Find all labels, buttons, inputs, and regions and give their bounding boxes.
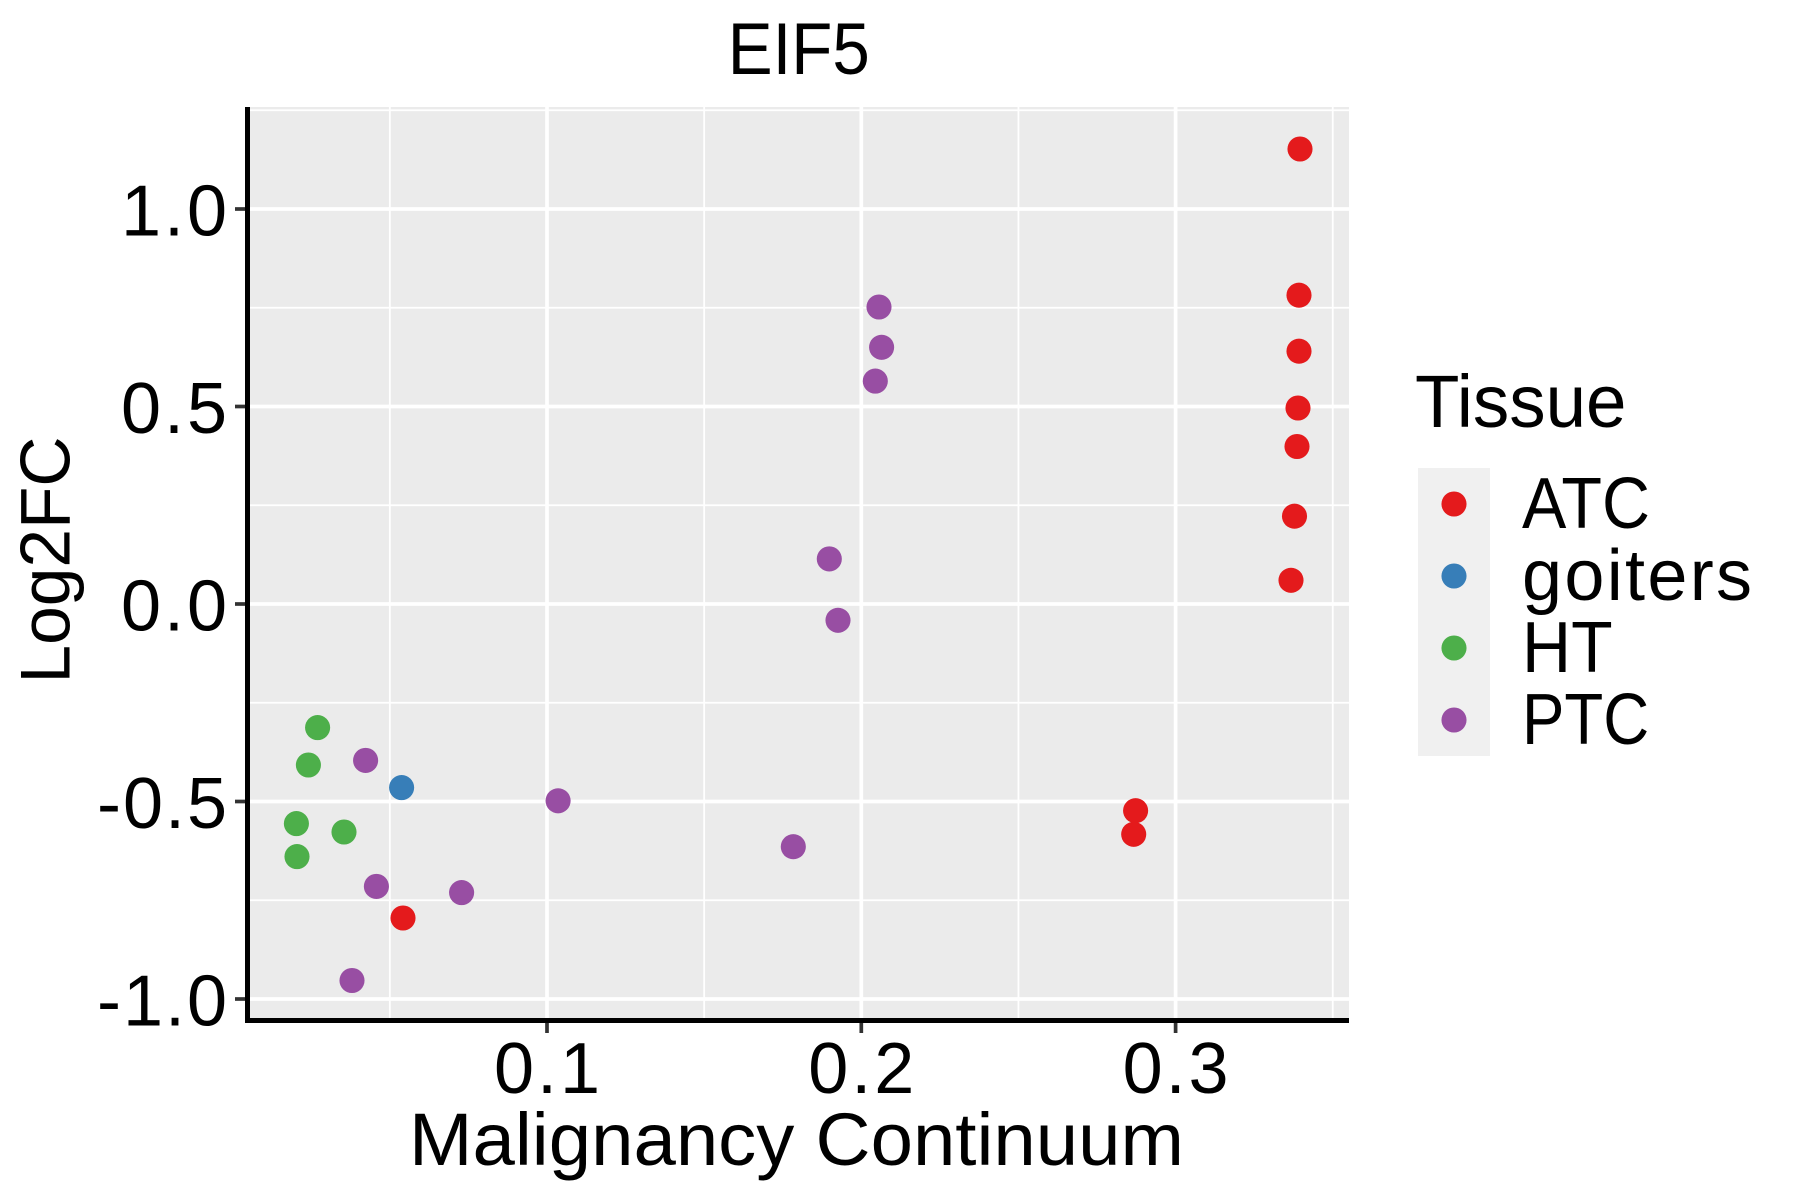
svg-text:Log2FC: Log2FC [6, 437, 85, 684]
svg-text:-0.5: -0.5 [97, 764, 227, 844]
svg-text:Malignancy Continuum: Malignancy Continuum [409, 1098, 1184, 1181]
svg-text:HT: HT [1522, 608, 1613, 688]
svg-text:0.0: 0.0 [121, 567, 227, 647]
svg-text:Tissue: Tissue [1415, 360, 1627, 443]
svg-text:-1.0: -1.0 [97, 962, 227, 1042]
svg-text:0.3: 0.3 [1123, 1029, 1229, 1109]
svg-text:1.0: 1.0 [121, 172, 227, 252]
svg-text:0.2: 0.2 [808, 1029, 914, 1109]
svg-text:ATC: ATC [1522, 464, 1650, 544]
svg-text:0.1: 0.1 [494, 1029, 600, 1109]
svg-text:PTC: PTC [1522, 680, 1649, 760]
svg-text:0.5: 0.5 [121, 369, 227, 449]
svg-text:EIF5: EIF5 [728, 7, 870, 90]
svg-text:goiters: goiters [1522, 536, 1752, 616]
